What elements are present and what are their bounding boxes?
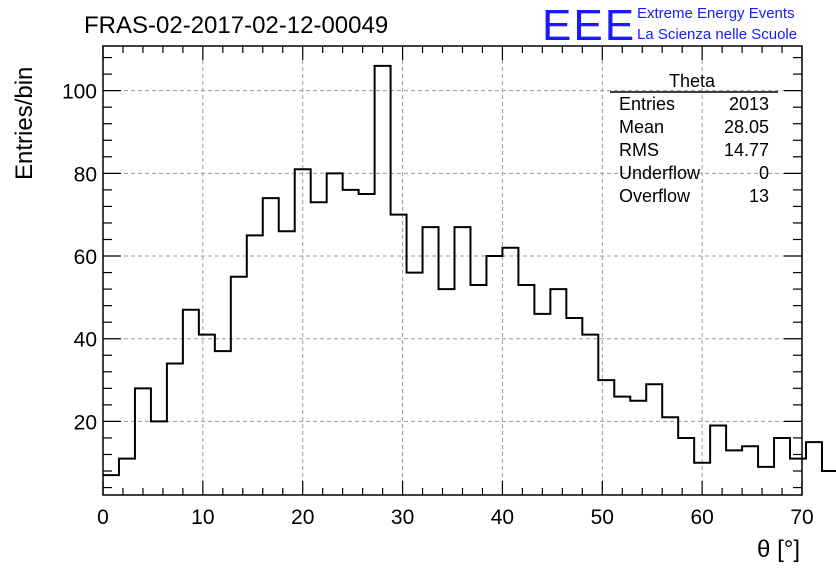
x-tick-label: 20 (291, 506, 314, 529)
x-tick-label: 40 (491, 506, 514, 529)
stats-row-value: 13 (749, 186, 769, 206)
stats-box: Theta Entries 2013 Mean 28.05 RMS 14.77 Underf… (610, 71, 778, 206)
x-tick-label: 70 (790, 506, 813, 529)
eee-logo-mark: EEE (542, 1, 636, 50)
grid-lines (103, 46, 802, 495)
stats-row-value: 0 (759, 163, 769, 183)
stats-box-title: Theta (669, 71, 716, 91)
stats-row-value: 28.05 (724, 117, 769, 137)
stats-box-rows: Entries 2013 Mean 28.05 RMS 14.77 Underflow 0 Ov… (619, 94, 769, 206)
x-tick-label: 50 (591, 506, 614, 529)
stats-row-label: RMS (619, 140, 659, 160)
y-tick-label: 20 (74, 411, 97, 434)
eee-logo-line1: Extreme Energy Events (637, 5, 795, 22)
eee-logo-line2: La Scienza nelle Scuole (637, 26, 797, 43)
stats-row-label: Underflow (619, 163, 701, 183)
x-tick-label: 30 (391, 506, 414, 529)
stats-row-label: Overflow (619, 186, 691, 206)
x-tick-label: 0 (97, 506, 109, 529)
x-tick-label: 60 (690, 506, 713, 529)
stats-row-value: 14.77 (724, 140, 769, 160)
x-axis-label: θ [°] (757, 536, 800, 563)
x-tick-label: 10 (191, 506, 214, 529)
y-tick-label: 80 (74, 163, 97, 186)
stats-row-label: Mean (619, 117, 664, 137)
eee-logo: EEE Extreme Energy Events La Scienza nel… (542, 1, 797, 50)
y-tick-label: 60 (74, 246, 97, 269)
x-tick-labels: 0 10 20 30 40 50 60 70 (97, 506, 814, 529)
y-tick-labels: 20 40 60 80 100 (62, 81, 97, 435)
axis-ticks (102, 46, 803, 495)
y-tick-label: 100 (62, 81, 97, 104)
chart-title: FRAS-02-2017-02-12-00049 (84, 12, 388, 39)
plot-frame (102, 45, 803, 496)
stats-row-label: Entries (619, 94, 675, 114)
stats-row-value: 2013 (729, 94, 769, 114)
y-axis-label: Entries/bin (11, 67, 38, 180)
histogram-series (103, 64, 836, 477)
y-tick-label: 40 (74, 329, 97, 352)
